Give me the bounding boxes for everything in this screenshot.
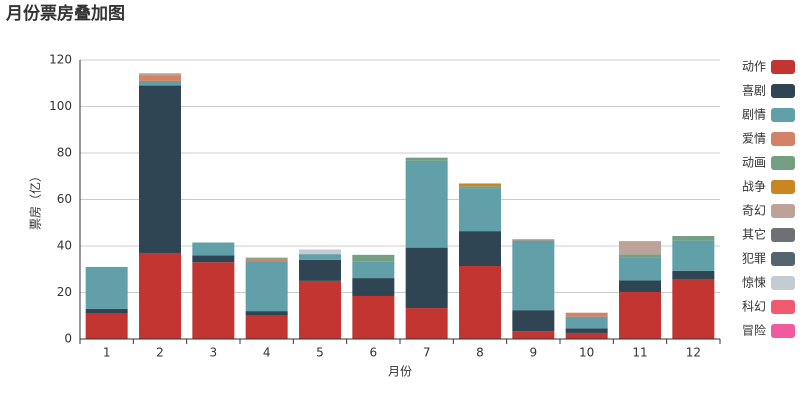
bar-segment — [405, 157, 448, 161]
bar-segment — [139, 85, 181, 253]
bar-segment — [245, 315, 288, 339]
y-tick-label: 80 — [57, 146, 72, 160]
bar-segment — [672, 240, 715, 271]
legend-label: 剧情 — [742, 108, 766, 122]
x-tick-label: 4 — [263, 346, 271, 360]
legend-swatch — [771, 228, 795, 242]
bar-segment — [352, 278, 395, 296]
bar-segment — [192, 242, 235, 256]
bar-segment — [405, 308, 448, 339]
bar-segment — [405, 247, 448, 309]
legend-label: 犯罪 — [742, 252, 766, 266]
x-tick-label: 11 — [632, 346, 647, 360]
legend-label: 战争 — [742, 180, 766, 194]
legend-swatch — [771, 60, 795, 74]
x-tick-label: 7 — [423, 346, 431, 360]
bar-segment — [459, 186, 501, 189]
y-tick-label: 120 — [49, 53, 72, 67]
legend-swatch — [771, 156, 795, 170]
bar-segment — [565, 328, 608, 333]
bar-segment — [512, 310, 555, 332]
x-tick-label: 3 — [210, 346, 218, 360]
bar-segment — [139, 252, 181, 339]
bar-segment — [245, 261, 288, 312]
bar-segment — [459, 265, 501, 339]
legend-label: 科幻 — [742, 300, 766, 314]
bar-segment — [352, 261, 395, 279]
bar-segment — [299, 249, 341, 255]
bar-segment — [619, 254, 661, 258]
bar-segment — [192, 262, 235, 339]
x-tick-label: 1 — [103, 346, 111, 360]
bar-segment — [512, 240, 555, 311]
legend-swatch — [771, 84, 795, 98]
x-tick-label: 6 — [370, 346, 378, 360]
bar-segment — [565, 332, 608, 339]
bar-segment — [352, 254, 395, 262]
bar-segment — [85, 313, 128, 339]
bar-segment — [619, 280, 661, 293]
x-tick-label: 10 — [579, 346, 594, 360]
bar-segment — [245, 257, 288, 259]
legend-swatch — [771, 132, 795, 146]
chart-title: 月份票房叠加图 — [5, 3, 125, 24]
bar-segment — [245, 258, 288, 262]
bar-segment — [352, 295, 395, 339]
bar-segment — [672, 279, 715, 339]
legend-label: 动画 — [742, 156, 766, 170]
y-tick-label: 40 — [57, 239, 72, 253]
x-tick-label: 5 — [316, 346, 324, 360]
legend-swatch — [771, 180, 795, 194]
legend-label: 奇幻 — [742, 204, 766, 218]
bar-segment — [85, 308, 128, 314]
legend-label: 动作 — [742, 60, 766, 74]
legend-swatch — [771, 300, 795, 314]
legend-label: 冒险 — [742, 323, 766, 338]
y-tick-label: 20 — [57, 285, 72, 299]
legend-label: 爱情 — [742, 132, 766, 146]
bar-segment — [139, 80, 181, 86]
y-tick-label: 60 — [57, 192, 72, 206]
y-axis-label: 票房（亿） — [28, 170, 43, 230]
legend-label: 喜剧 — [742, 84, 766, 98]
bar-segment — [565, 312, 608, 317]
legend-label: 其它 — [742, 227, 766, 242]
legend-swatch — [771, 108, 795, 122]
bar-segment — [512, 331, 555, 339]
bar-segment — [512, 239, 555, 241]
bar-segment — [459, 183, 501, 187]
bar-segment — [672, 236, 715, 241]
legend-swatch — [771, 204, 795, 218]
y-tick-label: 0 — [64, 332, 72, 346]
x-tick-label: 2 — [156, 346, 164, 360]
bar-segment — [405, 160, 448, 248]
legend-label: 惊悚 — [742, 275, 766, 290]
bar-segment — [192, 255, 235, 263]
bar-segment — [565, 316, 608, 329]
x-tick-label: 8 — [476, 346, 484, 360]
bar-segment — [245, 311, 288, 316]
bar-segment — [672, 270, 715, 280]
legend-swatch — [771, 252, 795, 266]
x-axis-label: 月份 — [388, 365, 412, 379]
bar-segment — [299, 259, 341, 281]
bar-segment — [299, 280, 341, 339]
bar-segment — [619, 292, 661, 339]
legend-swatch — [771, 324, 795, 338]
bar-segment — [299, 254, 341, 260]
bar-segment — [139, 75, 181, 81]
bar-segment — [619, 257, 661, 281]
legend-swatch — [771, 276, 795, 290]
bar-segment — [85, 266, 128, 309]
y-tick-label: 100 — [49, 99, 72, 113]
x-tick-label: 9 — [530, 346, 538, 360]
bar-segment — [139, 73, 181, 76]
x-tick-label: 12 — [686, 346, 701, 360]
bar-segment — [619, 241, 661, 255]
bar-segment — [459, 188, 501, 232]
bar-segment — [459, 231, 501, 266]
